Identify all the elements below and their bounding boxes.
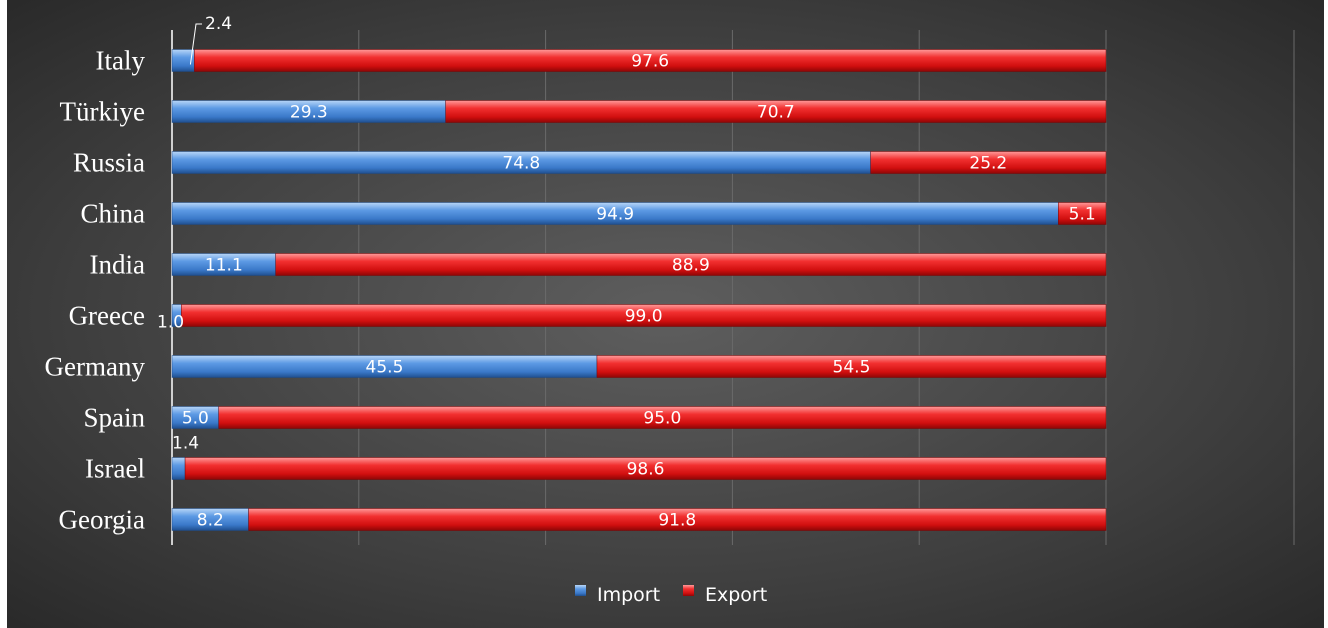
data-label-import-6: 45.5 bbox=[366, 358, 404, 378]
legend-label-import: Import bbox=[597, 584, 660, 606]
data-label-import-2: 74.8 bbox=[502, 154, 540, 174]
category-label-5: Greece bbox=[69, 301, 145, 331]
bar-export-6 bbox=[596, 355, 1107, 378]
category-label-9: Georgia bbox=[59, 505, 145, 535]
category-label-2: Russia bbox=[73, 148, 145, 178]
bar-import-8 bbox=[171, 457, 186, 480]
bar-export-4 bbox=[275, 253, 1107, 276]
legend-swatch-export bbox=[683, 585, 694, 596]
legend-swatch-import bbox=[575, 585, 586, 596]
data-label-import-9: 8.2 bbox=[197, 511, 224, 531]
bar-export-7 bbox=[218, 406, 1107, 429]
bar-export-2 bbox=[870, 151, 1107, 174]
category-label-7: Spain bbox=[83, 403, 145, 433]
data-label-export-1: 70.7 bbox=[757, 103, 795, 123]
bar-export-1 bbox=[445, 100, 1107, 123]
category-labels: Italy Türkiye Russia China India Greece German… bbox=[45, 46, 146, 535]
legend-label-export: Export bbox=[705, 584, 767, 606]
legend: Import Export bbox=[575, 584, 767, 606]
data-label-import-1: 29.3 bbox=[290, 103, 328, 123]
bar-export-8 bbox=[184, 457, 1107, 480]
bar-export-0 bbox=[194, 49, 1107, 72]
data-label-export-9: 91.8 bbox=[658, 511, 696, 531]
category-label-0: Italy bbox=[96, 46, 146, 76]
data-label-import-5: 1.0 bbox=[157, 313, 184, 333]
data-label-import-3: 94.9 bbox=[596, 205, 634, 225]
category-label-1: Türkiye bbox=[60, 97, 145, 127]
category-label-3: China bbox=[81, 199, 146, 229]
data-label-export-2: 25.2 bbox=[969, 154, 1007, 174]
data-label-import-0: 2.4 bbox=[205, 14, 232, 34]
data-label-import-4: 11.1 bbox=[205, 256, 243, 276]
data-label-export-7: 95.0 bbox=[643, 409, 681, 429]
bar-export-9 bbox=[248, 508, 1107, 531]
bar-export-3 bbox=[1058, 202, 1107, 225]
bars bbox=[171, 49, 1107, 531]
data-label-export-8: 98.6 bbox=[627, 460, 665, 480]
data-label-export-6: 54.5 bbox=[833, 358, 871, 378]
bar-export-5 bbox=[181, 304, 1107, 327]
data-label-import-7: 5.0 bbox=[182, 409, 209, 429]
category-label-4: India bbox=[90, 250, 145, 280]
category-label-8: Israel bbox=[85, 454, 145, 484]
data-label-export-4: 88.9 bbox=[672, 256, 710, 276]
data-label-export-0: 97.6 bbox=[631, 52, 669, 72]
category-label-6: Germany bbox=[45, 352, 146, 382]
leader-line-0 bbox=[189, 23, 202, 65]
data-label-export-5: 99.0 bbox=[625, 307, 663, 327]
data-label-import-8: 1.4 bbox=[172, 434, 199, 454]
data-label-export-3: 5.1 bbox=[1069, 205, 1096, 225]
data-labels: 2.4 97.6 29.3 70.7 74.8 25.2 94.9 5.1 11.1 88.9 1.… bbox=[157, 14, 1096, 531]
